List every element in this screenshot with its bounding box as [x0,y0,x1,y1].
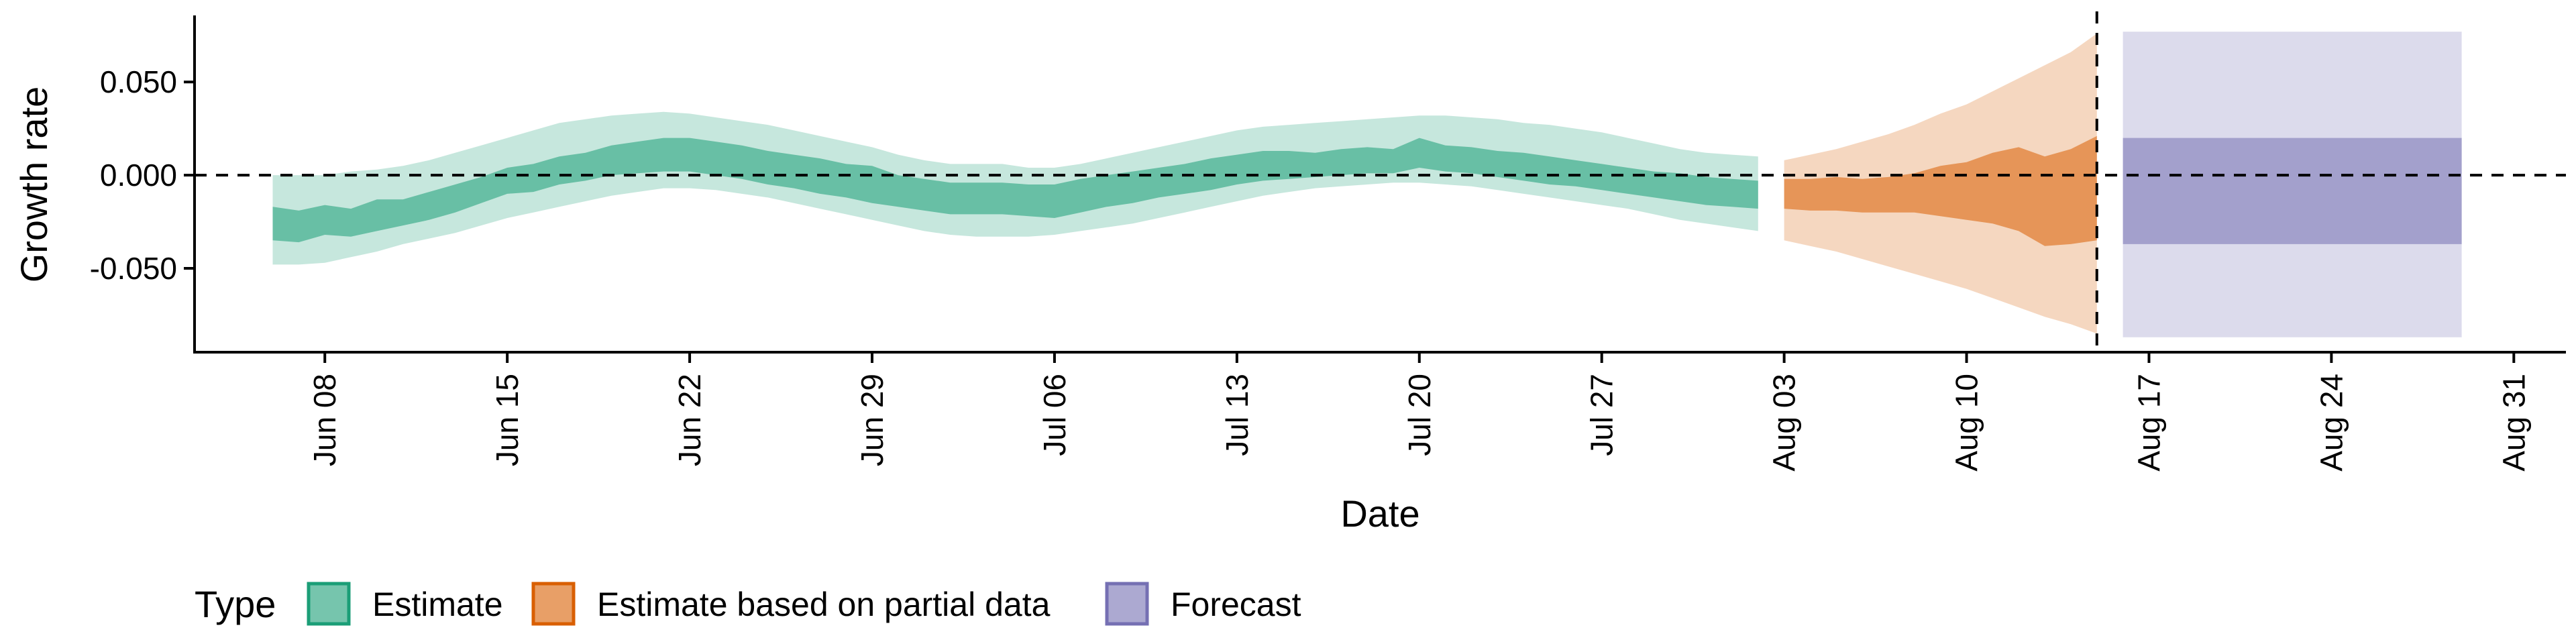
x-tick-label: Jun 29 [855,374,890,466]
reference-lines [195,11,2566,352]
x-tick-label: Jul 20 [1402,374,1437,456]
legend-swatch-estimate [307,582,351,626]
x-tick-label: Aug 24 [2314,374,2349,472]
legend-swatch-partial-data [531,582,576,626]
legend-swatch-forecast [1105,582,1149,626]
x-tick-label: Aug 03 [1767,374,1802,472]
x-ticks: Jun 08 Jun 15 Jun 22 Jun 29 Jul 06 Jul 13 Jul … [307,352,2531,472]
x-tick-label: Aug 10 [1949,374,1984,472]
estimate-based-on-partial-data-50-interval [1784,136,2097,246]
x-tick-label: Jun 15 [490,374,525,466]
x-tick-label: Jul 13 [1220,374,1254,456]
x-tick-label: Aug 31 [2496,374,2531,472]
legend-label-forecast: Forecast [1171,586,1301,623]
x-tick-label: Jun 08 [307,374,342,466]
axes [193,15,2566,354]
x-tick-label: Jun 22 [672,374,707,466]
x-tick-label: Aug 17 [2131,374,2166,472]
estimate-50-interval [272,138,1758,243]
legend-label-estimate: Estimate [372,586,503,623]
y-tick-label: 0.050 [100,64,177,99]
y-tick-label: -0.050 [90,251,177,286]
y-ticks: 0.050 0.000 -0.050 [90,64,195,286]
y-tick-label: 0.000 [100,158,177,193]
x-axis-title: Date [1340,492,1419,535]
legend-title: Type [195,583,276,625]
plot-bands [272,32,2462,337]
x-tick-label: Jul 27 [1585,374,1619,456]
legend-label-partial-data: Estimate based on partial data [597,586,1051,623]
forecast-50-interval [2123,138,2462,244]
legend: Type Estimate Estimate based on partial … [195,582,1301,626]
x-tick-label: Jul 06 [1037,374,1072,456]
y-axis-title: Growth rate [13,87,55,283]
